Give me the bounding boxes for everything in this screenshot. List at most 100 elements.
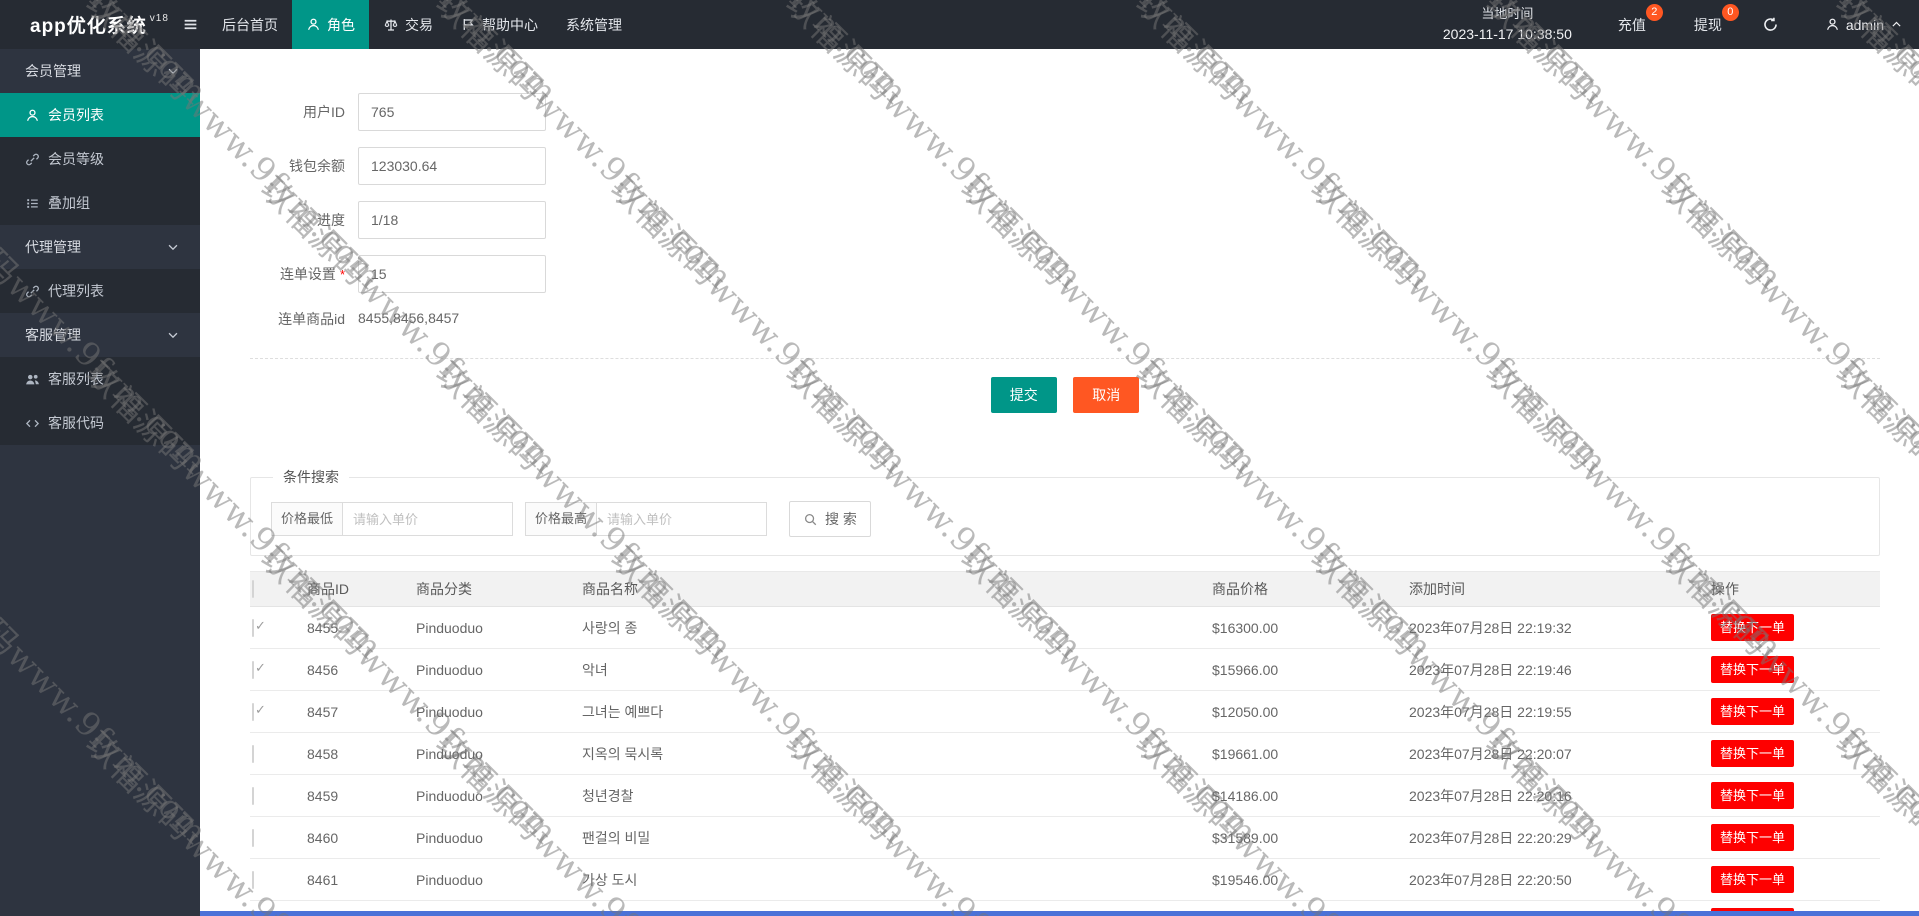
cell-name: 그녀는 예쁘다	[582, 703, 664, 720]
user-id-input[interactable]	[358, 93, 546, 131]
sidebar-collapse-toggle[interactable]	[172, 0, 208, 49]
flag-icon	[461, 17, 476, 32]
replace-next-order-button[interactable]: 替换下一单	[1711, 824, 1795, 851]
replace-next-order-button[interactable]: 替换下一单	[1711, 866, 1795, 893]
table-row: 8459 Pinduoduo 청년경찰 $14186.00 2023年07月28…	[250, 775, 1880, 817]
recharge-badge: 2	[1645, 3, 1663, 21]
cancel-button[interactable]: 取消	[1073, 377, 1140, 413]
min-price-input[interactable]	[343, 502, 514, 536]
replace-next-order-button[interactable]: 替换下一单	[1711, 614, 1795, 641]
chevron-down-icon	[166, 328, 180, 342]
cell-product-id: 8455	[307, 619, 339, 636]
sidebar-item-agent-list[interactable]: 代理列表	[0, 269, 200, 313]
nav-item-home[interactable]: 后台首页	[208, 0, 292, 49]
form-row-chain-product-ids: 连单商品id 8455,8456,8457	[250, 309, 1880, 329]
sidebar-section-agent-mgmt[interactable]: 代理管理	[0, 225, 200, 269]
cell-category: Pinduoduo	[416, 829, 483, 846]
sidebar-item-label: 客服列表	[48, 371, 104, 387]
replace-next-order-button[interactable]: 替换下一单	[1711, 656, 1795, 683]
cell-price: $16300.00	[1212, 619, 1279, 636]
nav-item-help-center[interactable]: 帮助中心	[447, 0, 552, 49]
nav-item-label: 帮助中心	[482, 16, 538, 33]
local-time-value: 2023-11-17 10:38:50	[1442, 25, 1572, 42]
row-checkbox[interactable]	[252, 660, 254, 679]
select-all-checkbox[interactable]	[252, 580, 254, 598]
form-row-chain-setting: 连单设置 *	[250, 255, 1880, 293]
form-actions: 提交 取消	[250, 377, 1880, 413]
max-price-input[interactable]	[597, 502, 768, 536]
cell-name: 팬걸의 비밀	[582, 829, 651, 846]
search-row: 价格最低 价格最高 搜 索	[271, 501, 1859, 537]
sidebar-section-service-mgmt[interactable]: 客服管理	[0, 313, 200, 357]
user-menu[interactable]: admin	[1825, 17, 1919, 33]
sidebar-item-member-level[interactable]: 会员等级	[0, 137, 200, 181]
sidebar-item-label: 客服代码	[48, 415, 104, 431]
scales-icon	[383, 17, 399, 33]
max-price-group: 价格最高	[525, 502, 768, 536]
cell-price: $15966.00	[1212, 661, 1279, 678]
row-checkbox[interactable]	[252, 744, 254, 763]
col-header-price: 商品价格	[1212, 581, 1268, 597]
search-button-label: 搜 索	[825, 511, 857, 527]
cell-category: Pinduoduo	[416, 703, 483, 720]
chain-product-ids-label: 连单商品id	[278, 311, 345, 327]
cell-price: $19546.00	[1212, 871, 1279, 888]
sidebar-item-label: 会员等级	[48, 151, 104, 167]
sidebar-section-member-mgmt[interactable]: 会员管理	[0, 49, 200, 93]
chain-setting-label: 连单设置 *	[250, 264, 345, 284]
cell-price: $31589.00	[1212, 829, 1279, 846]
wallet-balance-input[interactable]	[358, 147, 546, 185]
recharge-label: 充值	[1617, 16, 1646, 33]
max-price-label: 价格最高	[525, 502, 598, 536]
nav-item-label: 角色	[327, 16, 355, 33]
cell-time: 2023年07月28日 22:20:29	[1409, 829, 1572, 846]
search-button[interactable]: 搜 索	[789, 501, 871, 537]
min-price-label: 价格最低	[271, 502, 344, 536]
people-icon	[25, 372, 40, 387]
chevron-down-icon	[166, 240, 180, 254]
user-id-label: 用户ID	[303, 104, 345, 120]
cell-name: 가상 도시	[582, 871, 638, 888]
person-icon	[306, 17, 321, 32]
min-price-group: 价格最低	[271, 502, 514, 536]
row-checkbox[interactable]	[252, 828, 254, 847]
table-header-row: 商品ID 商品分类 商品名称 商品价格 添加时间 操作	[250, 571, 1880, 607]
member-edit-form: 用户ID 钱包余额 进度 连单设置* 连单商品id 8455,8456,8457	[250, 93, 1880, 413]
bottom-bar	[200, 911, 1919, 916]
cell-category: Pinduoduo	[416, 661, 483, 678]
replace-next-order-button[interactable]: 替换下一单	[1711, 698, 1795, 725]
recharge-link[interactable]: 充值 2	[1617, 3, 1663, 35]
condition-search-legend: 条件搜索	[283, 469, 339, 485]
nav-item-system[interactable]: 系统管理	[552, 0, 636, 49]
cell-category: Pinduoduo	[416, 745, 483, 762]
progress-input[interactable]	[358, 201, 546, 239]
row-checkbox[interactable]	[252, 618, 254, 637]
nav-item-trade[interactable]: 交易	[369, 0, 447, 49]
sidebar-item-label: 会员列表	[48, 107, 104, 123]
withdraw-badge: 0	[1721, 3, 1739, 21]
cell-time: 2023年07月28日 22:19:55	[1409, 703, 1572, 720]
username: admin	[1845, 16, 1884, 33]
chain-setting-input[interactable]	[358, 255, 546, 293]
withdraw-label: 提现	[1693, 16, 1722, 33]
nav-item-role[interactable]: 角色	[292, 0, 369, 49]
sidebar-item-stack-group[interactable]: 叠加组	[0, 181, 200, 225]
withdraw-link[interactable]: 提现 0	[1693, 3, 1739, 35]
col-header-category: 商品分类	[416, 581, 472, 597]
sidebar-item-service-list[interactable]: 客服列表	[0, 357, 200, 401]
col-header-time: 添加时间	[1409, 581, 1465, 597]
refresh-icon[interactable]	[1762, 16, 1779, 33]
replace-next-order-button[interactable]: 替换下一单	[1711, 782, 1795, 809]
submit-button[interactable]: 提交	[990, 377, 1057, 413]
cell-time: 2023年07月28日 22:19:32	[1409, 619, 1572, 636]
cell-price: $19661.00	[1212, 745, 1279, 762]
cell-name: 청년경찰	[582, 787, 634, 804]
cell-product-id: 8461	[307, 871, 339, 888]
sidebar-item-service-code[interactable]: 客服代码	[0, 401, 200, 445]
row-checkbox[interactable]	[252, 786, 254, 805]
sidebar-item-member-list[interactable]: 会员列表	[0, 93, 200, 137]
row-checkbox[interactable]	[252, 702, 254, 721]
row-checkbox[interactable]	[252, 870, 254, 889]
cell-price: $14186.00	[1212, 787, 1279, 804]
replace-next-order-button[interactable]: 替换下一单	[1711, 740, 1795, 767]
